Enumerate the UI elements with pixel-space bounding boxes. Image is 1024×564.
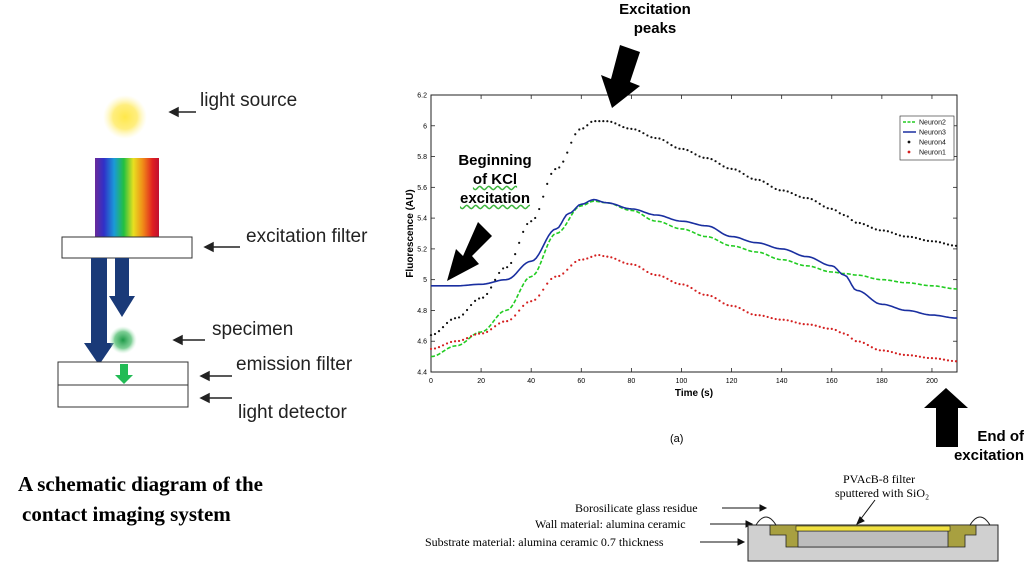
sensor-cross-section <box>700 495 1024 564</box>
borosilicate-label: Borosilicate glass residue <box>575 501 698 516</box>
beginning-arrow <box>447 222 492 281</box>
glass-residue-right <box>970 517 990 525</box>
excitation-peaks-arrow <box>601 45 640 108</box>
glass-residue-left <box>756 517 776 525</box>
substrate-material-label: Substrate material: alumina ceramic 0.7 … <box>425 535 664 550</box>
beginning-of-kcl-label: Beginning of KCl excitation <box>452 151 538 208</box>
wall-material-label: Wall material: alumina ceramic <box>535 517 686 532</box>
filter-label-line-1: PVAcB-8 filter <box>843 472 915 487</box>
filter-layer <box>796 526 950 531</box>
inner-cavity <box>798 531 948 547</box>
end-of-excitation-label: End of excitation <box>948 427 1024 465</box>
